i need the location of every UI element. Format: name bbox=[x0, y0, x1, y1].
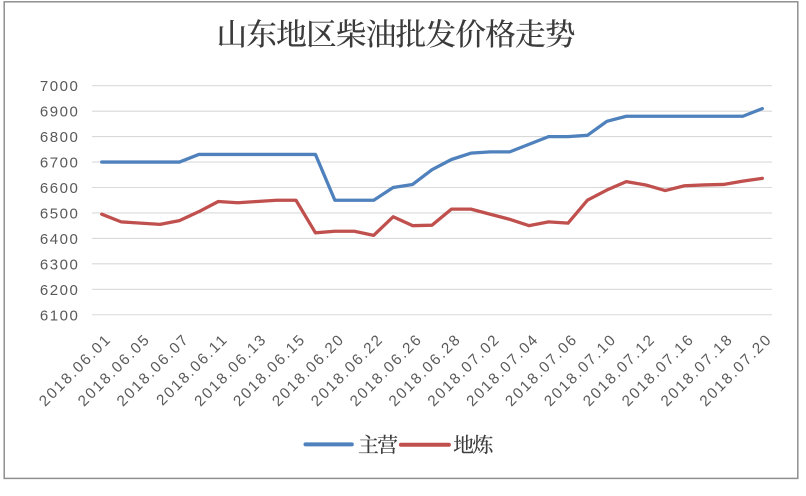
svg-text:6500: 6500 bbox=[40, 205, 79, 222]
svg-text:7000: 7000 bbox=[40, 78, 79, 95]
svg-text:6300: 6300 bbox=[40, 256, 79, 273]
svg-text:6100: 6100 bbox=[40, 307, 79, 324]
svg-text:6700: 6700 bbox=[40, 155, 79, 172]
svg-text:6200: 6200 bbox=[40, 282, 79, 299]
svg-text:6400: 6400 bbox=[40, 231, 79, 248]
svg-text:6900: 6900 bbox=[40, 104, 79, 121]
svg-text:6600: 6600 bbox=[40, 180, 79, 197]
svg-text:6800: 6800 bbox=[40, 129, 79, 146]
